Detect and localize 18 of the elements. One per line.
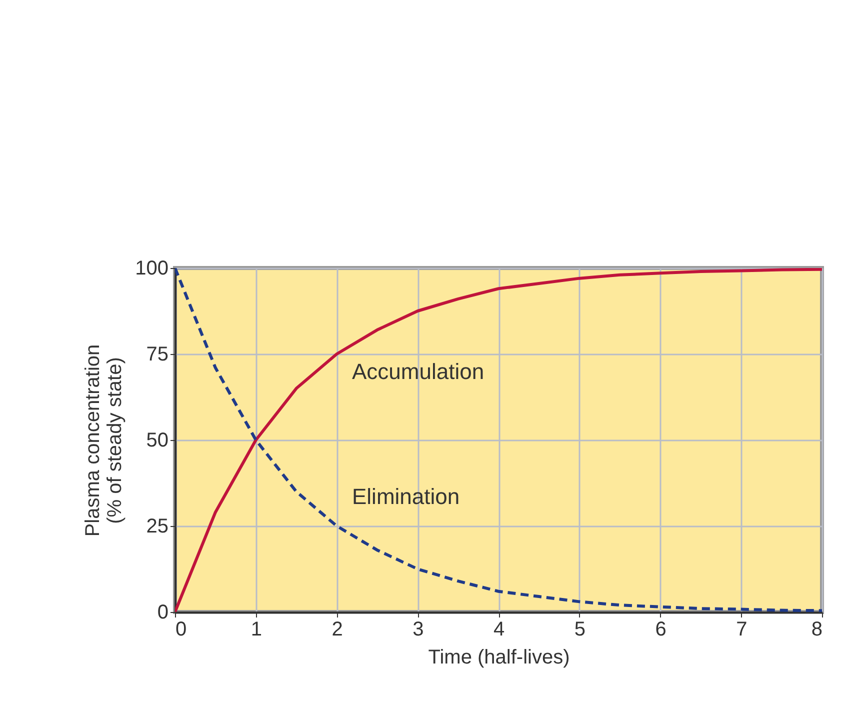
x-tick-label: 5 — [574, 618, 586, 640]
y-tick-label: 0 — [157, 602, 168, 624]
x-tick-label: 1 — [250, 618, 262, 640]
y-tick-label: 25 — [146, 516, 168, 538]
x-tick-label: 6 — [655, 618, 666, 640]
x-tick-label: 4 — [493, 618, 505, 640]
x-tick-label: 0 — [176, 618, 187, 640]
y-tick-label: 100 — [135, 258, 168, 280]
y-tick-label: 75 — [146, 344, 168, 366]
x-axis-title: Time (half-lives) — [428, 646, 570, 668]
x-tick-label: 7 — [736, 618, 748, 640]
x-tick-label: 2 — [332, 618, 343, 640]
x-tick-label: 8 — [811, 618, 822, 640]
y-axis-title: Plasma concentration (% of steady state) — [82, 344, 126, 537]
y-tick-label: 50 — [146, 430, 168, 452]
x-tick-label: 3 — [412, 618, 424, 640]
series-label: Accumulation — [352, 359, 484, 384]
series-label: Elimination — [352, 484, 460, 509]
